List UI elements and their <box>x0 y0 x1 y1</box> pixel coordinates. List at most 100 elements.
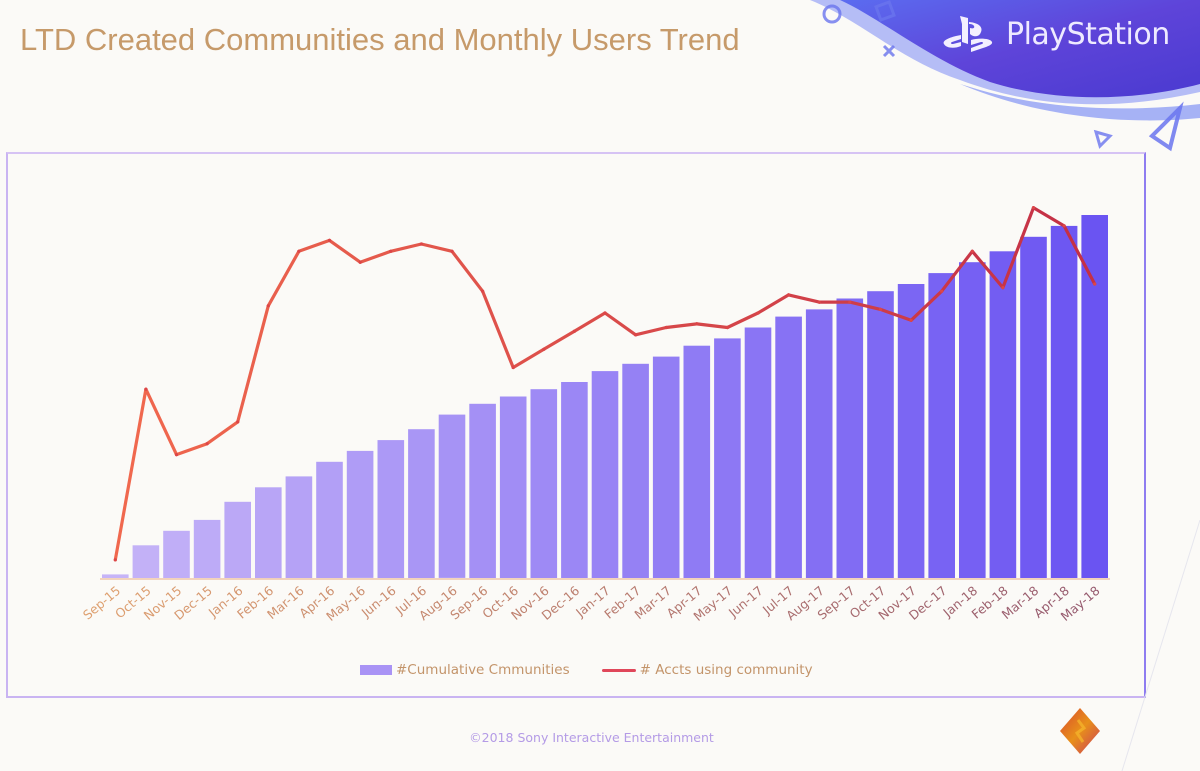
line-point-feb-18 <box>1001 286 1005 290</box>
line-segment-nov-17-to-dec-17 <box>909 289 944 322</box>
line-segment-nov-15-to-dec-15 <box>174 442 209 457</box>
bar-mar-16 <box>285 476 313 578</box>
bar-oct-15 <box>132 545 160 578</box>
bar-jan-17 <box>591 371 619 578</box>
bar-dec-15 <box>193 519 221 578</box>
bar-dec-17 <box>928 273 955 578</box>
bar-sep-17 <box>836 298 864 578</box>
chart-frame <box>6 152 1146 698</box>
bar-feb-16 <box>255 487 282 579</box>
line-point-feb-17 <box>634 333 638 337</box>
bar-aug-17 <box>805 309 833 578</box>
line-segment-oct-17-to-nov-17 <box>878 307 913 322</box>
bar-jan-18 <box>959 262 986 578</box>
bar-jun-17 <box>744 327 772 578</box>
bar-feb-18 <box>989 251 1017 579</box>
bar-feb-17 <box>622 363 649 578</box>
chart-legend: #Cumulative Cmmunities # Accts using com… <box>360 662 813 678</box>
line-point-dec-15 <box>205 442 209 446</box>
bar-may-17 <box>714 338 741 578</box>
bar-jun-16 <box>377 440 405 578</box>
line-point-feb-16 <box>266 304 270 308</box>
bar-sep-16 <box>469 403 496 578</box>
line-point-may-17 <box>725 325 730 330</box>
line-point-jan-16 <box>236 420 240 424</box>
line-layer <box>113 206 1097 562</box>
line-segment-jul-16-to-aug-16 <box>419 242 454 253</box>
line-point-apr-17 <box>695 322 699 326</box>
line-point-mar-18 <box>1031 206 1036 210</box>
line-segment-mar-16-to-apr-16 <box>297 238 332 253</box>
slide-title: LTD Created Communities and Monthly User… <box>20 22 740 57</box>
line-point-sep-17 <box>848 300 852 304</box>
x-axis-labels: Sep-15Oct-15Nov-15Dec-15Jan-16Feb-16Mar-… <box>80 583 1103 624</box>
line-point-dec-16 <box>572 329 577 333</box>
line-segment-sep-17-to-oct-17 <box>848 300 883 311</box>
legend-item-cumulative-communities: #Cumulative Cmmunities <box>360 662 570 678</box>
line-point-jun-17 <box>756 311 760 315</box>
line-point-jul-16 <box>419 242 423 246</box>
line-segment-dec-16-to-jan-17 <box>572 311 607 333</box>
line-segment-mar-18-to-apr-18 <box>1031 206 1066 228</box>
copyright-footer: ©2018 Sony Interactive Entertainment <box>469 730 714 745</box>
line-segment-dec-17-to-jan-18 <box>940 249 974 293</box>
line-segment-jan-18-to-feb-18 <box>970 249 1005 290</box>
bar-nov-16 <box>530 389 558 578</box>
line-segment-feb-17-to-mar-17 <box>633 325 668 337</box>
line-segment-oct-16-to-nov-16 <box>511 347 546 370</box>
line-point-jul-17 <box>787 293 791 297</box>
line-point-may-16 <box>358 260 362 264</box>
brand-name: PlayStation <box>1006 16 1170 52</box>
bar-oct-16 <box>499 396 527 578</box>
bar-apr-18 <box>1050 225 1078 578</box>
line-segment-jan-16-to-feb-16 <box>236 304 270 424</box>
line-segment-feb-16-to-mar-16 <box>266 249 301 308</box>
legend-swatch-bar <box>360 665 392 675</box>
bar-may-18 <box>1081 215 1108 578</box>
line-segment-jun-17-to-jul-17 <box>756 293 791 315</box>
line-point-aug-16 <box>450 249 454 253</box>
line-segment-sep-15-to-oct-15 <box>113 387 148 562</box>
bar-oct-17 <box>867 291 894 578</box>
line-point-nov-15 <box>174 453 179 457</box>
line-point-nov-17 <box>909 318 913 322</box>
line-segment-may-17-to-jun-17 <box>725 311 760 330</box>
line-point-oct-17 <box>878 307 883 311</box>
legend-label: # Accts using community <box>639 662 813 678</box>
x-tick-label: Jun-17 <box>725 583 766 621</box>
bar-apr-16 <box>316 461 343 578</box>
bars-layer <box>102 215 1108 579</box>
line-point-jun-16 <box>389 249 393 253</box>
bar-jan-16 <box>224 501 251 578</box>
line-segment-apr-16-to-may-16 <box>327 238 362 264</box>
x-tick-label: Jun-16 <box>358 583 399 621</box>
bar-nov-17 <box>897 284 925 578</box>
line-segment-mar-17-to-apr-17 <box>664 322 699 330</box>
line-point-oct-16 <box>511 365 515 370</box>
bar-jul-16 <box>408 429 435 578</box>
line-point-nov-16 <box>542 347 546 351</box>
bar-mar-17 <box>652 356 680 578</box>
line-segment-dec-15-to-jan-16 <box>205 420 240 446</box>
legend-label: #Cumulative Cmmunities <box>396 662 570 678</box>
line-segment-jan-17-to-feb-17 <box>603 311 638 337</box>
bar-apr-17 <box>683 345 711 578</box>
bar-nov-15 <box>163 530 190 578</box>
legend-item-accts-using-community: # Accts using community <box>601 662 813 678</box>
line-point-apr-16 <box>327 238 332 242</box>
line-point-jan-18 <box>970 249 974 253</box>
line-point-dec-17 <box>940 289 944 293</box>
playstation-brand: PlayStation <box>940 14 1170 54</box>
line-segment-aug-16-to-sep-16 <box>450 249 485 293</box>
bar-dec-16 <box>561 382 588 578</box>
line-point-mar-17 <box>664 325 668 330</box>
line-point-sep-15 <box>113 558 117 562</box>
line-segment-jun-16-to-jul-16 <box>389 242 423 253</box>
line-segment-oct-15-to-nov-15 <box>144 387 179 457</box>
sony-diamond-logo-icon <box>1060 708 1100 754</box>
bar-sep-15 <box>102 574 129 578</box>
bar-mar-18 <box>1020 236 1047 579</box>
line-segment-apr-18-to-may-18 <box>1062 224 1097 286</box>
line-point-mar-16 <box>297 249 301 253</box>
line-segment-sep-16-to-oct-16 <box>481 289 515 370</box>
